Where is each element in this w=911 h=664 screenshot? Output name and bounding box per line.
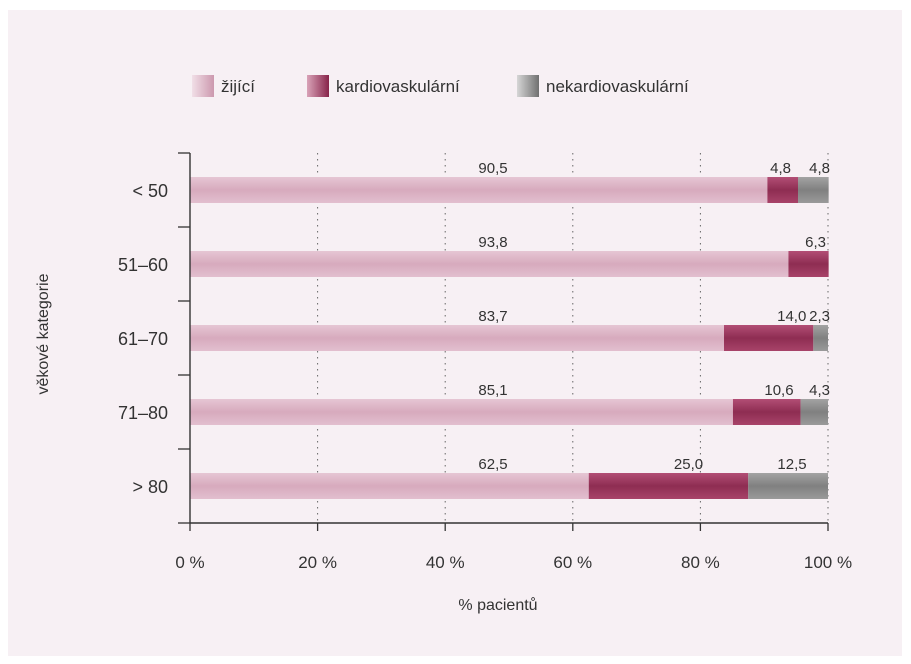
data-labels: 90,5 4,8 4,8 93,8 6,3 83,7 14,0 2,3 85,1 10,6 4,3 6… <box>478 160 830 473</box>
legend-swatch-2 <box>517 75 539 97</box>
category-label: 71–80 <box>118 403 168 423</box>
data-label: 85,1 <box>478 382 507 399</box>
bar-segment-2 <box>798 177 829 203</box>
data-label: 10,6 <box>764 382 793 399</box>
x-axis-title: % pacientů <box>458 596 537 614</box>
bar-segment-0 <box>190 399 733 425</box>
legend: žijící kardiovaskulární nekardiovaskulární <box>192 75 689 97</box>
x-tick-label: 100 % <box>804 553 852 572</box>
data-label: 14,0 <box>777 308 806 325</box>
data-label: 4,8 <box>770 160 791 177</box>
x-tick-label: 80 % <box>681 553 720 572</box>
bar-segment-1 <box>788 251 829 277</box>
category-label: < 50 <box>132 181 168 201</box>
data-label: 4,3 <box>809 382 830 399</box>
category-label: 61–70 <box>118 329 168 349</box>
y-axis-title: věkové kategorie <box>35 273 52 394</box>
data-label: 62,5 <box>478 456 507 473</box>
data-label: 12,5 <box>777 456 806 473</box>
x-tick-label: 0 % <box>175 553 204 572</box>
category-label: 51–60 <box>118 255 168 275</box>
data-label: 93,8 <box>478 234 507 251</box>
bars <box>190 177 829 499</box>
bar-segment-2 <box>800 399 828 425</box>
bar-segment-2 <box>813 325 828 351</box>
x-tick-label: 60 % <box>553 553 592 572</box>
bar-segment-0 <box>190 473 589 499</box>
bar-segment-0 <box>190 251 789 277</box>
bar-segment-2 <box>748 473 828 499</box>
data-label: 83,7 <box>478 308 507 325</box>
bar-segment-0 <box>190 325 725 351</box>
x-tick-label: 40 % <box>426 553 465 572</box>
data-label: 25,0 <box>674 456 703 473</box>
legend-swatch-1 <box>307 75 329 97</box>
data-label: 90,5 <box>478 160 507 177</box>
chart-panel: žijící kardiovaskulární nekardiovaskulární… <box>8 10 902 656</box>
bar-segment-1 <box>767 177 799 203</box>
legend-label-1: kardiovaskulární <box>336 77 460 96</box>
legend-swatch-0 <box>192 75 214 97</box>
bar-segment-1 <box>588 473 749 499</box>
legend-label-2: nekardiovaskulární <box>546 77 689 96</box>
category-label: > 80 <box>132 477 168 497</box>
data-label: 4,8 <box>809 160 830 177</box>
stacked-bar-chart: žijící kardiovaskulární nekardiovaskulární… <box>35 75 852 614</box>
bar-segment-1 <box>732 399 801 425</box>
x-tick-label: 20 % <box>298 553 337 572</box>
data-label: 6,3 <box>805 234 826 251</box>
data-label: 2,3 <box>809 308 830 325</box>
axes: 0 % 20 % 40 % 60 % 80 % 100 % < 50 51–60 61–70 71… <box>118 152 852 572</box>
bar-segment-0 <box>190 177 768 203</box>
bar-segment-1 <box>724 325 814 351</box>
legend-label-0: žijící <box>221 77 255 96</box>
